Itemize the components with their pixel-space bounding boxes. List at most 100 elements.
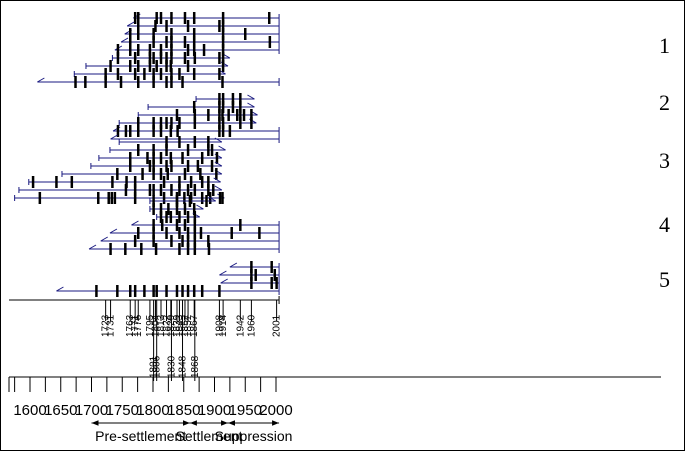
x-tick-label: 1850	[167, 402, 200, 419]
fire-year-label: 1822	[162, 314, 173, 337]
fire-year-label: 1723	[101, 314, 112, 337]
outer-date-arrow	[218, 145, 226, 151]
outer-date-arrow	[247, 94, 255, 100]
sample-row	[124, 28, 280, 40]
outer-date-arrow	[214, 185, 223, 191]
x-tick-label: 1650	[44, 402, 77, 419]
sample-row	[120, 36, 280, 48]
site-group-1: 1	[37, 12, 670, 88]
fire-year-label: 1776	[133, 314, 144, 337]
fire-year-label: 1731	[106, 314, 117, 337]
site-group-3: 3	[14, 136, 670, 204]
inner-date-arrow	[229, 262, 238, 268]
x-tick-label: 1600	[13, 402, 46, 419]
inner-date-arrow	[109, 228, 118, 234]
period-label: Pre-settlement	[95, 428, 186, 444]
group-label-1: 1	[659, 33, 670, 58]
sample-row	[220, 277, 280, 289]
x-tick-label: 1800	[136, 402, 169, 419]
sample-row	[131, 219, 280, 231]
fire-year-label: 1908	[214, 314, 225, 337]
sample-row	[100, 235, 280, 247]
sample-row	[85, 60, 229, 72]
outer-date-arrow	[214, 137, 223, 143]
outer-date-arrow	[247, 102, 255, 108]
group-label-3: 3	[659, 148, 670, 173]
sample-row	[219, 269, 280, 281]
inner-date-arrow	[56, 286, 64, 292]
period-suppression: Suppression	[215, 420, 293, 444]
sample-row	[98, 152, 223, 164]
sample-row	[109, 227, 280, 239]
sample-row	[118, 136, 223, 148]
period-label: Suppression	[215, 428, 293, 444]
sample-row	[126, 20, 280, 32]
group-label-4: 4	[659, 212, 670, 237]
fire-year-label: 1806	[152, 355, 163, 378]
sample-row	[109, 144, 226, 156]
outer-date-arrow	[214, 161, 223, 167]
fire-year-label: 1942	[235, 314, 246, 337]
fire-year-label: 1771	[130, 314, 141, 337]
fire-year-label: 1914	[218, 314, 229, 337]
fire-year-label: 1848	[178, 355, 189, 378]
inner-date-arrow	[110, 134, 118, 140]
fire-year-label: 2001	[272, 314, 283, 337]
fire-year-label: 1839	[172, 314, 183, 337]
fire-year-label: 1960	[246, 314, 257, 337]
sample-row	[61, 168, 223, 180]
outer-date-arrow	[196, 204, 204, 210]
fire-year-label: 1868	[190, 355, 201, 378]
x-tick-label: 1950	[229, 402, 262, 419]
inner-date-arrow	[120, 37, 129, 43]
inner-date-arrow	[126, 21, 135, 27]
sample-row	[111, 52, 231, 64]
x-tick-label: 1900	[198, 402, 231, 419]
sample-row	[118, 117, 257, 129]
sample-row	[14, 192, 225, 204]
fire-year-label: 1830	[166, 355, 177, 378]
inner-date-arrow	[37, 77, 45, 83]
fire-year-label: 1804	[150, 314, 161, 337]
fire-year-label: 1843	[174, 314, 185, 337]
inner-date-arrow	[100, 236, 108, 242]
sample-row	[137, 109, 258, 121]
fire-year-label: 1801	[149, 355, 160, 378]
sample-row	[56, 285, 280, 297]
site-group-2: 2	[110, 90, 670, 143]
sample-row	[156, 211, 200, 223]
x-tick-label: 1700	[75, 402, 108, 419]
inner-date-arrow	[220, 278, 228, 284]
site-group-5: 5	[56, 261, 670, 297]
composite-axis-layer	[9, 296, 280, 304]
outer-date-arrow	[208, 196, 216, 202]
group-label-5: 5	[659, 267, 670, 292]
period-pre-settlement: Pre-settlement	[91, 420, 190, 444]
inner-date-arrow	[131, 220, 139, 226]
sample-row	[112, 125, 280, 137]
sample-row	[90, 160, 223, 172]
x-tick-label: 1750	[106, 402, 139, 419]
inner-date-arrow	[219, 270, 227, 276]
group-label-2: 2	[659, 90, 670, 115]
sample-row	[195, 93, 255, 105]
fire-year-label: 1813	[156, 314, 167, 337]
period-label: Settlement	[175, 428, 242, 444]
x-tick-label: 2000	[259, 402, 292, 419]
sample-series-layer: 1 2 3 4 5	[14, 12, 670, 297]
sample-row	[114, 44, 280, 56]
sample-row	[88, 243, 280, 255]
outer-date-arrow	[213, 177, 221, 183]
sample-row	[37, 76, 280, 88]
inner-date-arrow	[88, 244, 97, 250]
fire-year-label: 1857	[183, 314, 194, 337]
fire-year-label: 1795	[145, 314, 156, 337]
period-settlement: Settlement	[175, 420, 243, 444]
sample-row	[147, 101, 255, 113]
fire-year-label: 1852	[180, 314, 191, 337]
